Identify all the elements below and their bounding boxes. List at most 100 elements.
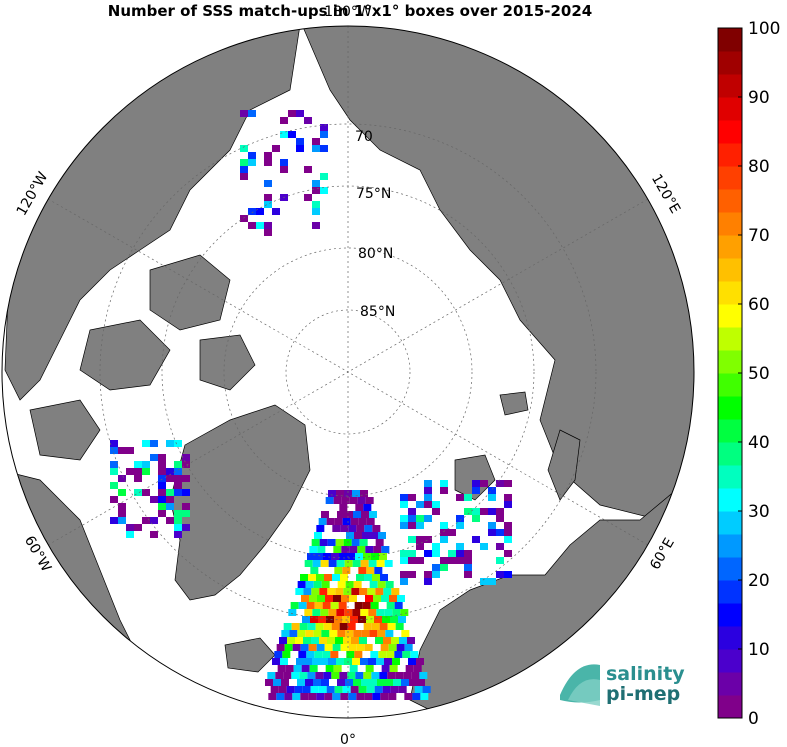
matchup-cell <box>367 588 376 595</box>
matchup-cell <box>504 550 512 557</box>
matchup-cell <box>369 679 377 686</box>
matchup-cell <box>182 489 190 496</box>
matchup-cell <box>440 480 448 487</box>
matchup-cell <box>496 543 504 550</box>
matchup-cell <box>504 522 512 529</box>
matchup-cell <box>345 630 354 637</box>
matchup-cell <box>118 517 126 524</box>
matchup-cell <box>142 440 150 447</box>
matchup-cell <box>240 166 248 173</box>
matchup-cell <box>279 637 287 644</box>
matchup-cell <box>400 494 408 501</box>
matchup-cell <box>416 658 424 665</box>
matchup-cell <box>300 693 309 700</box>
matchup-cell <box>488 578 496 585</box>
matchup-cell <box>282 651 291 658</box>
matchup-cell <box>375 539 384 546</box>
colorbar-tick-label: 90 <box>748 88 770 108</box>
matchup-cell <box>344 560 353 567</box>
matchup-cell <box>360 658 368 665</box>
matchup-cell <box>395 623 404 630</box>
matchup-cell <box>380 693 389 700</box>
matchup-cell <box>391 637 399 644</box>
matchup-cell <box>311 637 319 644</box>
matchup-cell <box>349 497 358 504</box>
matchup-cell <box>369 511 377 518</box>
matchup-cell <box>182 524 190 531</box>
matchup-cell <box>365 665 374 672</box>
matchup-cell <box>296 658 304 665</box>
matchup-cell <box>370 532 378 539</box>
matchup-cell <box>288 110 296 117</box>
matchup-cell <box>287 637 295 644</box>
matchup-cell <box>361 511 369 518</box>
matchup-cell <box>400 501 408 508</box>
matchup-cell <box>480 480 488 487</box>
matchup-cell <box>361 679 369 686</box>
matchup-cell <box>356 693 365 700</box>
matchup-cell <box>248 159 256 166</box>
matchup-cell <box>312 222 320 229</box>
matchup-cell <box>393 679 401 686</box>
matchup-cell <box>276 644 285 651</box>
colorbar-swatch <box>718 212 742 236</box>
matchup-cell <box>318 686 327 693</box>
matchup-cell <box>401 679 409 686</box>
matchup-cell <box>349 665 358 672</box>
matchup-cell <box>348 525 357 532</box>
matchup-cell <box>126 468 134 475</box>
matchup-cell <box>352 490 360 497</box>
matchup-cell <box>472 536 480 543</box>
matchup-cell <box>339 553 347 560</box>
matchup-cell <box>166 517 174 524</box>
matchup-cell <box>264 152 272 159</box>
matchup-cell <box>312 180 320 187</box>
colorbar-swatch <box>718 28 742 52</box>
matchup-cell <box>240 159 248 166</box>
matchup-cell <box>364 644 373 651</box>
matchup-cell <box>358 567 367 574</box>
matchup-cell <box>411 672 420 679</box>
colorbar-tick-label: 40 <box>748 433 770 453</box>
matchup-cell <box>360 609 369 616</box>
map-title: Number of SSS match-ups in 1°x1° boxes o… <box>107 2 593 20</box>
matchup-cell <box>295 637 303 644</box>
matchup-cell <box>334 567 343 574</box>
matchup-cell <box>356 644 365 651</box>
matchup-cell <box>126 447 134 454</box>
colorbar-swatch <box>718 97 742 121</box>
matchup-cell <box>292 693 301 700</box>
colorbar-swatch <box>718 465 742 489</box>
matchup-cell <box>440 487 448 494</box>
matchup-cell <box>388 693 397 700</box>
colorbar-swatch <box>718 281 742 305</box>
matchup-cell <box>300 644 309 651</box>
matchup-cell <box>312 560 321 567</box>
matchup-cell <box>332 574 340 581</box>
matchup-cell <box>333 497 342 504</box>
matchup-cell <box>331 553 339 560</box>
graticule-meridian-120 <box>47 198 649 546</box>
matchup-cell <box>312 208 320 215</box>
matchup-cell <box>504 529 512 536</box>
matchup-cell <box>496 557 504 564</box>
matchup-cell <box>370 602 379 609</box>
land-novaya-zemlya <box>547 429 581 501</box>
matchup-cell <box>365 497 374 504</box>
matchup-cell <box>328 560 337 567</box>
colorbar-swatch <box>718 350 742 374</box>
matchup-cell <box>297 679 305 686</box>
matchup-cell <box>283 623 292 630</box>
matchup-cell <box>110 468 118 475</box>
matchup-cell <box>318 616 326 623</box>
matchup-cell <box>396 644 405 651</box>
matchup-cell <box>303 588 312 595</box>
matchup-cell <box>356 574 364 581</box>
matchup-cell <box>321 581 330 588</box>
colorbar-swatch <box>718 74 742 98</box>
matchup-cell <box>325 665 334 672</box>
colorbar-tick-label: 10 <box>748 640 770 660</box>
matchup-cell <box>399 637 407 644</box>
matchup-cell <box>272 145 280 152</box>
land-svalbard <box>454 454 496 501</box>
